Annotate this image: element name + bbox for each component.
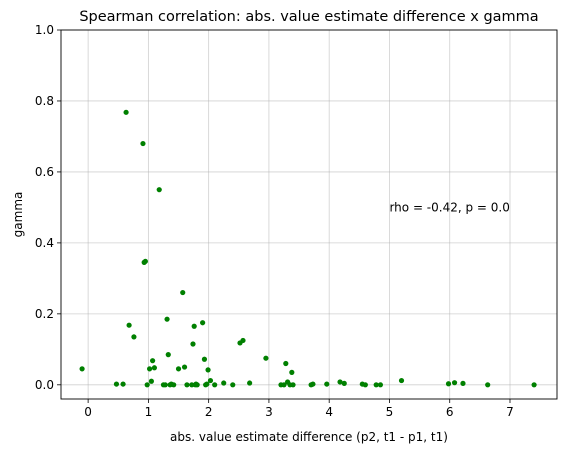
x-tick-label: 1 [145, 405, 153, 419]
data-point [377, 382, 384, 388]
data-point [150, 358, 156, 364]
data-point [113, 381, 120, 387]
y-tick-label: 0.4 [35, 236, 54, 250]
data-point [373, 382, 379, 388]
data-point [531, 382, 537, 388]
data-point [204, 381, 210, 387]
data-point [362, 382, 368, 388]
y-axis-label: gamma [11, 192, 25, 238]
data-point [337, 379, 343, 385]
data-point [146, 366, 153, 372]
data-point [451, 380, 458, 386]
data-point [190, 341, 196, 347]
data-point [140, 140, 146, 147]
data-point [230, 382, 236, 388]
data-point [175, 366, 182, 372]
x-tick-label: 0 [84, 405, 92, 419]
data-point [247, 380, 253, 386]
data-point [171, 382, 177, 388]
y-tick-label: 1.0 [35, 23, 54, 37]
x-axis-label: abs. value estimate difference (p2, t1 -… [170, 430, 448, 444]
data-point [148, 378, 155, 384]
data-point [289, 369, 295, 375]
x-tick-label: 4 [325, 405, 333, 419]
data-point [240, 337, 246, 344]
data-point [165, 352, 171, 358]
y-tick-label: 0.6 [35, 165, 54, 179]
y-tick-label: 0.2 [35, 307, 54, 321]
data-point [191, 323, 197, 329]
data-point [221, 380, 227, 386]
x-tick-label: 3 [265, 405, 273, 419]
data-point [212, 382, 218, 388]
data-point [156, 187, 162, 193]
data-point [131, 334, 137, 340]
data-point [283, 360, 289, 367]
data-point [263, 355, 269, 361]
data-point [205, 367, 211, 373]
x-tick-label: 6 [446, 405, 454, 419]
points-layer [79, 109, 537, 388]
data-point [184, 382, 190, 388]
data-point [144, 382, 150, 388]
data-point [79, 366, 85, 372]
x-tick-label: 7 [506, 405, 514, 419]
data-point [341, 380, 347, 386]
data-point [445, 381, 452, 387]
data-point [207, 377, 214, 384]
ticks-layer: 0 1 2 3 4 5 6 7 0.0 0.2 0.4 0.6 0.8 1.0 [35, 23, 514, 419]
data-point [126, 322, 132, 328]
data-point [324, 381, 330, 387]
y-tick-label: 0.8 [35, 94, 54, 108]
correlation-annotation: rho = -0.42, p = 0.0 [389, 200, 509, 214]
data-point [142, 258, 148, 264]
plot-frame [60, 29, 558, 400]
data-point [189, 382, 195, 388]
data-point [310, 381, 316, 387]
data-point [194, 382, 200, 388]
data-point [164, 316, 170, 322]
data-point [151, 365, 158, 371]
y-tick-label: 0.0 [35, 378, 54, 392]
x-tick-label: 5 [386, 405, 394, 419]
x-tick-label: 2 [205, 405, 213, 419]
data-point [180, 289, 186, 296]
chart-title: Spearman correlation: abs. value estimat… [79, 9, 538, 25]
data-point [281, 382, 287, 388]
data-point [123, 109, 129, 115]
data-point [485, 382, 491, 388]
data-point [460, 380, 466, 386]
grid-layer [61, 29, 557, 399]
data-point [120, 381, 126, 387]
data-point [162, 382, 168, 388]
data-point [200, 320, 206, 326]
data-point [181, 364, 188, 370]
data-point [398, 377, 405, 384]
data-point [201, 356, 208, 362]
data-point [290, 382, 296, 388]
